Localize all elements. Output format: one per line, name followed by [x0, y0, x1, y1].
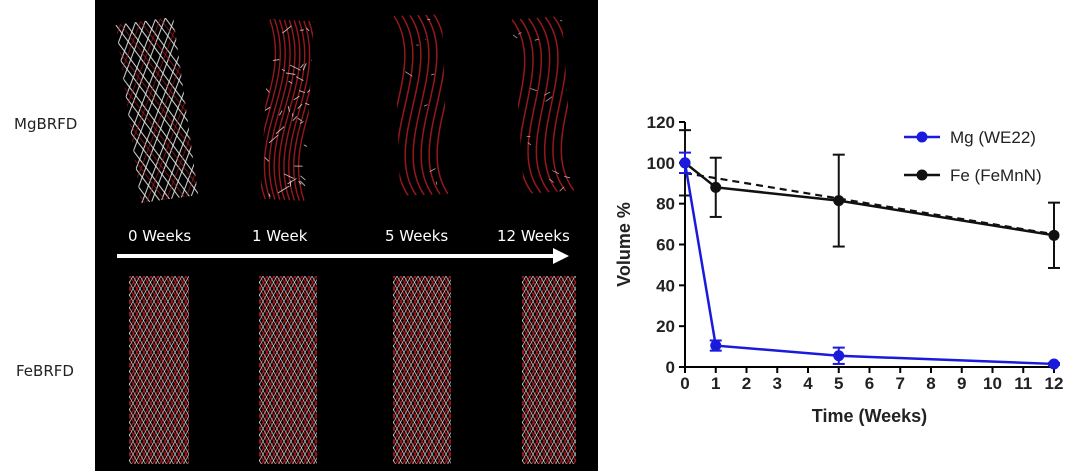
- series-line-mg: [683, 162, 1055, 366]
- week-label-5: 5 Weeks: [385, 227, 449, 245]
- y-tick-label: 100: [647, 154, 675, 173]
- y-tick-label: 60: [656, 236, 675, 255]
- legend-label-fe: Fe (FeMnN): [950, 166, 1042, 185]
- stent-image-panel: 0 Weeks 1 Week 5 Weeks 12 Weeks: [95, 0, 598, 471]
- legend-marker-fe: [916, 169, 928, 181]
- x-tick-label: 9: [957, 374, 966, 393]
- data-point-fe: [710, 181, 722, 193]
- week-label-0: 0 Weeks: [128, 227, 192, 245]
- data-point-mg: [833, 350, 845, 362]
- legend-label-mg: Mg (WE22): [950, 128, 1036, 147]
- stent-fe-0w: [129, 276, 189, 464]
- stent-mg-12w: [511, 15, 575, 195]
- x-tick-label: 5: [834, 374, 843, 393]
- series-line-fe: [684, 161, 1055, 237]
- x-tick-label: 10: [983, 374, 1002, 393]
- fit-line-dashed: [684, 171, 1055, 236]
- x-tick-label: 3: [773, 374, 782, 393]
- week-label-12: 12 Weeks: [497, 227, 570, 245]
- x-tick-label: 2: [742, 374, 751, 393]
- y-axis-label: Volume %: [614, 202, 634, 287]
- x-axis-label: Time (Weeks): [812, 406, 927, 426]
- x-tick-label: 11: [1014, 374, 1032, 393]
- data-point-fe: [833, 195, 845, 207]
- x-tick-label: 6: [865, 374, 874, 393]
- x-tick-label: 7: [896, 374, 905, 393]
- x-tick-label: 0: [680, 374, 689, 393]
- stent-fe-1w: [259, 276, 317, 464]
- stent-images: [115, 14, 576, 464]
- data-point-mg: [679, 157, 691, 169]
- y-tick-label: 0: [666, 358, 675, 377]
- x-tick-label: 4: [803, 374, 813, 393]
- week-label-1: 1 Week: [252, 227, 308, 245]
- row-label-fe: FeBRFD: [16, 362, 74, 380]
- y-tick-label: 20: [656, 317, 675, 336]
- legend-marker-mg: [916, 131, 928, 143]
- x-tick-label: 8: [926, 374, 935, 393]
- y-tick-label: 120: [647, 113, 675, 132]
- x-tick-label: 1: [711, 374, 720, 393]
- stent-fe-5w: [393, 276, 451, 464]
- data-point-mg: [1048, 358, 1060, 370]
- row-label-mg: MgBRFD: [14, 115, 78, 133]
- data-point-fe: [1048, 229, 1060, 241]
- timeline-arrow-head: [553, 248, 569, 264]
- stent-fe-12w: [522, 276, 576, 464]
- y-tick-label: 80: [656, 195, 675, 214]
- data-point-mg: [710, 340, 722, 352]
- y-tick-label: 40: [656, 276, 675, 295]
- stent-mg-1w: [260, 18, 314, 202]
- stent-mg-5w: [393, 14, 449, 196]
- x-tick-label: 12: [1045, 374, 1064, 393]
